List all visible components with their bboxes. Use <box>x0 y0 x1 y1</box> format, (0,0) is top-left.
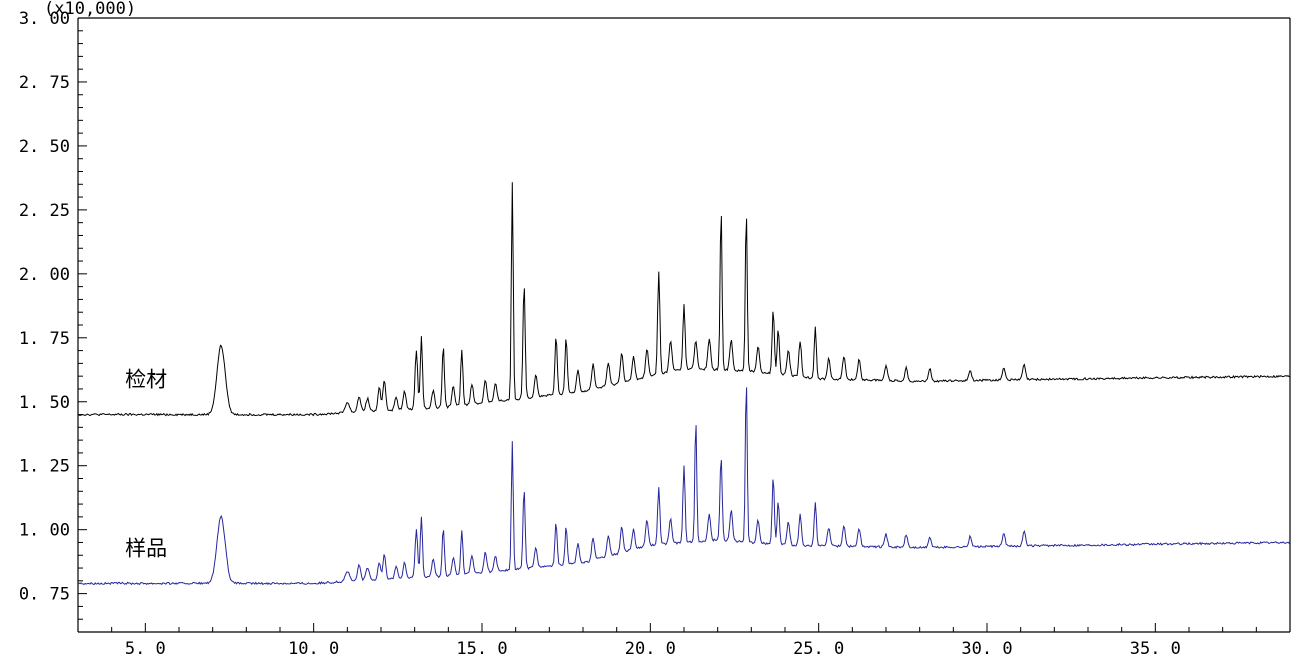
y-tick-label: 1. 25 <box>19 457 70 477</box>
y-tick-label: 2. 25 <box>19 201 70 221</box>
y-tick-label: 2. 50 <box>19 137 70 157</box>
x-tick-label: 10. 0 <box>288 639 339 659</box>
x-tick-label: 20. 0 <box>625 639 676 659</box>
y-tick-label: 1. 00 <box>19 521 70 541</box>
series-检材 <box>78 182 1290 415</box>
scale-label: (x10,000) <box>44 0 136 19</box>
y-tick-label: 1. 50 <box>19 393 70 413</box>
x-tick-label: 35. 0 <box>1130 639 1181 659</box>
x-tick-label: 5. 0 <box>125 639 166 659</box>
x-tick-label: 15. 0 <box>456 639 507 659</box>
y-tick-label: 2. 00 <box>19 265 70 285</box>
x-tick-label: 30. 0 <box>961 639 1012 659</box>
series-label: 样品 <box>125 536 167 560</box>
chromatogram-chart: 0. 75 1. 00 1. 25 1. 50 1. 75 2. 00 2. 25 2. 50… <box>0 0 1298 665</box>
series-样品 <box>78 387 1290 584</box>
x-tick-label: 25. 0 <box>793 639 844 659</box>
chart-svg: 0. 75 1. 00 1. 25 1. 50 1. 75 2. 00 2. 25 2. 50… <box>0 0 1298 665</box>
y-tick-label: 1. 75 <box>19 329 70 349</box>
series-label: 检材 <box>125 367 167 391</box>
y-tick-label: 2. 75 <box>19 73 70 93</box>
y-tick-label: 0. 75 <box>19 585 70 605</box>
